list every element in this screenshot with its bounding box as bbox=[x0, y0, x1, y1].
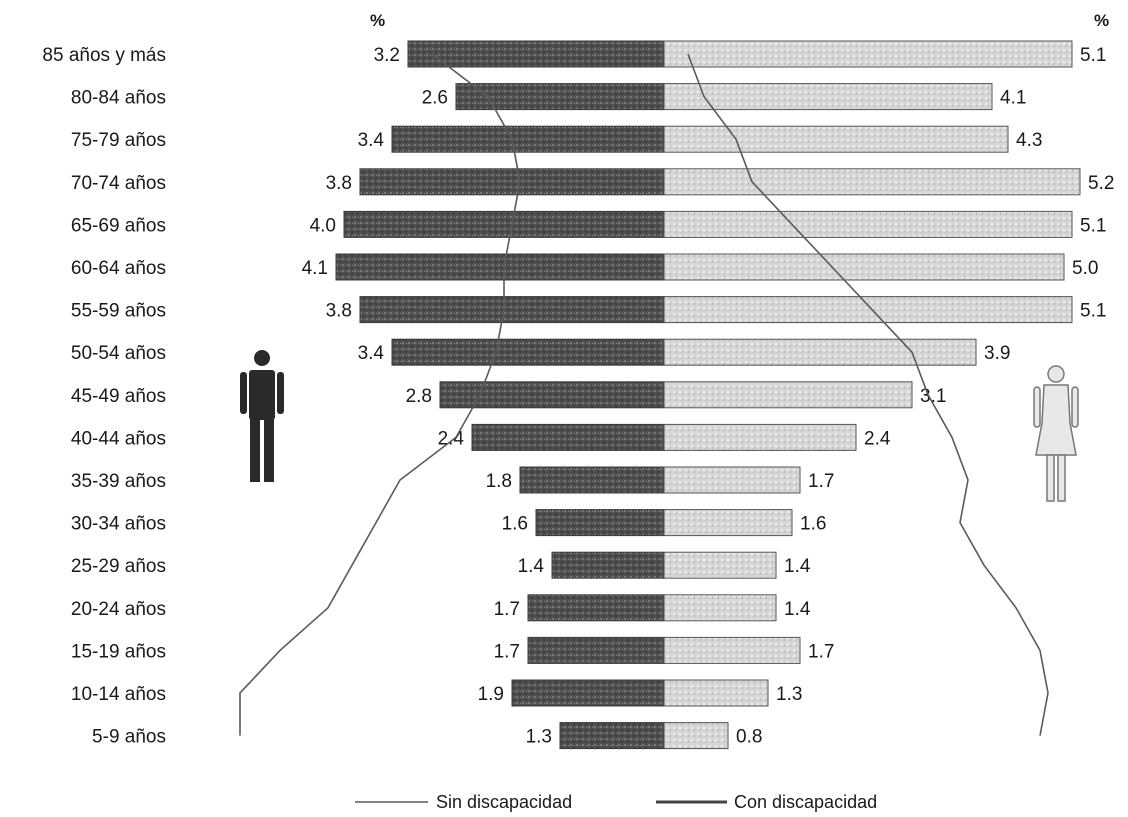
value-label-right-7: 3.9 bbox=[984, 343, 1010, 364]
value-label-right-3: 5.2 bbox=[1088, 173, 1114, 194]
category-label-13: 20-24 años bbox=[71, 599, 166, 620]
bar-left-13 bbox=[527, 594, 665, 622]
overlay-line-right bbox=[687, 53, 1049, 736]
category-label-15: 10-14 años bbox=[71, 684, 166, 705]
value-label-right-13: 1.4 bbox=[784, 599, 811, 620]
legend-label-sin: Sin discapacidad bbox=[436, 792, 572, 812]
value-label-right-12: 1.4 bbox=[784, 556, 811, 577]
value-label-left-14: 1.7 bbox=[494, 641, 520, 662]
bar-left-5 bbox=[335, 253, 665, 281]
legend-label-con: Con discapacidad bbox=[734, 792, 877, 812]
bar-left-2 bbox=[391, 125, 665, 153]
woman-icon bbox=[1033, 365, 1079, 502]
value-label-right-4: 5.1 bbox=[1080, 215, 1106, 236]
category-label-4: 65-69 años bbox=[71, 215, 166, 236]
value-label-right-11: 1.6 bbox=[800, 514, 826, 535]
bar-left-12 bbox=[551, 551, 665, 579]
category-label-3: 70-74 años bbox=[71, 173, 166, 194]
value-label-left-4: 4.0 bbox=[310, 215, 336, 236]
bar-right-10 bbox=[663, 466, 801, 494]
category-label-9: 40-44 años bbox=[71, 428, 166, 449]
bar-right-0 bbox=[663, 40, 1073, 68]
value-label-left-5: 4.1 bbox=[302, 258, 328, 279]
value-label-left-1: 2.6 bbox=[422, 88, 448, 109]
bar-left-14 bbox=[527, 636, 665, 664]
category-label-2: 75-79 años bbox=[71, 130, 166, 151]
value-label-right-15: 1.3 bbox=[776, 684, 802, 705]
value-label-left-15: 1.9 bbox=[478, 684, 504, 705]
value-label-left-3: 3.8 bbox=[326, 173, 352, 194]
value-label-left-7: 3.4 bbox=[358, 343, 385, 364]
bar-right-16 bbox=[663, 722, 729, 750]
bar-right-14 bbox=[663, 636, 801, 664]
value-label-right-9: 2.4 bbox=[864, 428, 891, 449]
man-icon bbox=[240, 350, 284, 482]
value-label-right-14: 1.7 bbox=[808, 641, 834, 662]
category-label-14: 15-19 años bbox=[71, 641, 166, 662]
bar-right-9 bbox=[663, 423, 857, 451]
value-label-left-6: 3.8 bbox=[326, 301, 352, 322]
bar-left-8 bbox=[439, 381, 665, 409]
right-unit-label: % bbox=[1094, 11, 1109, 30]
value-label-left-13: 1.7 bbox=[494, 599, 520, 620]
overlay-lines-group bbox=[239, 53, 1049, 736]
value-label-right-6: 5.1 bbox=[1080, 301, 1106, 322]
value-label-right-16: 0.8 bbox=[736, 727, 762, 748]
bar-left-7 bbox=[391, 338, 665, 366]
bar-right-8 bbox=[663, 381, 913, 409]
bar-left-10 bbox=[519, 466, 665, 494]
bar-right-7 bbox=[663, 338, 977, 366]
category-label-12: 25-29 años bbox=[71, 556, 166, 577]
category-label-6: 55-59 años bbox=[71, 301, 166, 322]
value-label-right-1: 4.1 bbox=[1000, 88, 1026, 109]
bar-left-6 bbox=[359, 296, 665, 324]
bar-left-4 bbox=[343, 210, 665, 238]
value-label-left-16: 1.3 bbox=[526, 727, 552, 748]
value-label-left-8: 2.8 bbox=[406, 386, 432, 407]
category-label-16: 5-9 años bbox=[92, 727, 166, 748]
left-unit-label: % bbox=[370, 11, 385, 30]
value-label-left-10: 1.8 bbox=[486, 471, 512, 492]
bar-right-5 bbox=[663, 253, 1065, 281]
bar-right-2 bbox=[663, 125, 1009, 153]
value-label-left-0: 3.2 bbox=[374, 45, 400, 66]
legend: Sin discapacidad Con discapacidad bbox=[355, 792, 877, 812]
overlay-line-left bbox=[239, 53, 521, 736]
bar-left-15 bbox=[511, 679, 665, 707]
category-label-7: 50-54 años bbox=[71, 343, 166, 364]
category-label-11: 30-34 años bbox=[71, 514, 166, 535]
bar-right-1 bbox=[663, 83, 993, 111]
bars-group: 85 años y más 3.2 5.1 80-84 años 2.6 4.1 75-79… bbox=[42, 40, 1114, 750]
bar-right-4 bbox=[663, 210, 1073, 238]
bar-left-0 bbox=[407, 40, 665, 68]
category-label-10: 35-39 años bbox=[71, 471, 166, 492]
bar-right-15 bbox=[663, 679, 769, 707]
bar-right-3 bbox=[663, 168, 1081, 196]
value-label-left-12: 1.4 bbox=[518, 556, 545, 577]
category-label-5: 60-64 años bbox=[71, 258, 166, 279]
bar-left-3 bbox=[359, 168, 665, 196]
value-label-right-10: 1.7 bbox=[808, 471, 834, 492]
bar-right-11 bbox=[663, 509, 793, 537]
value-label-left-9: 2.4 bbox=[438, 428, 465, 449]
bar-right-6 bbox=[663, 296, 1073, 324]
category-label-1: 80-84 años bbox=[71, 88, 166, 109]
bar-right-12 bbox=[663, 551, 777, 579]
value-label-right-2: 4.3 bbox=[1016, 130, 1042, 151]
bar-left-9 bbox=[471, 423, 665, 451]
value-label-left-2: 3.4 bbox=[358, 130, 385, 151]
value-label-left-11: 1.6 bbox=[502, 514, 528, 535]
category-label-0: 85 años y más bbox=[42, 45, 166, 66]
value-label-right-0: 5.1 bbox=[1080, 45, 1106, 66]
value-label-right-5: 5.0 bbox=[1072, 258, 1098, 279]
bar-right-13 bbox=[663, 594, 777, 622]
category-label-8: 45-49 años bbox=[71, 386, 166, 407]
bar-left-16 bbox=[559, 722, 665, 750]
bar-left-1 bbox=[455, 83, 665, 111]
bar-left-11 bbox=[535, 509, 665, 537]
